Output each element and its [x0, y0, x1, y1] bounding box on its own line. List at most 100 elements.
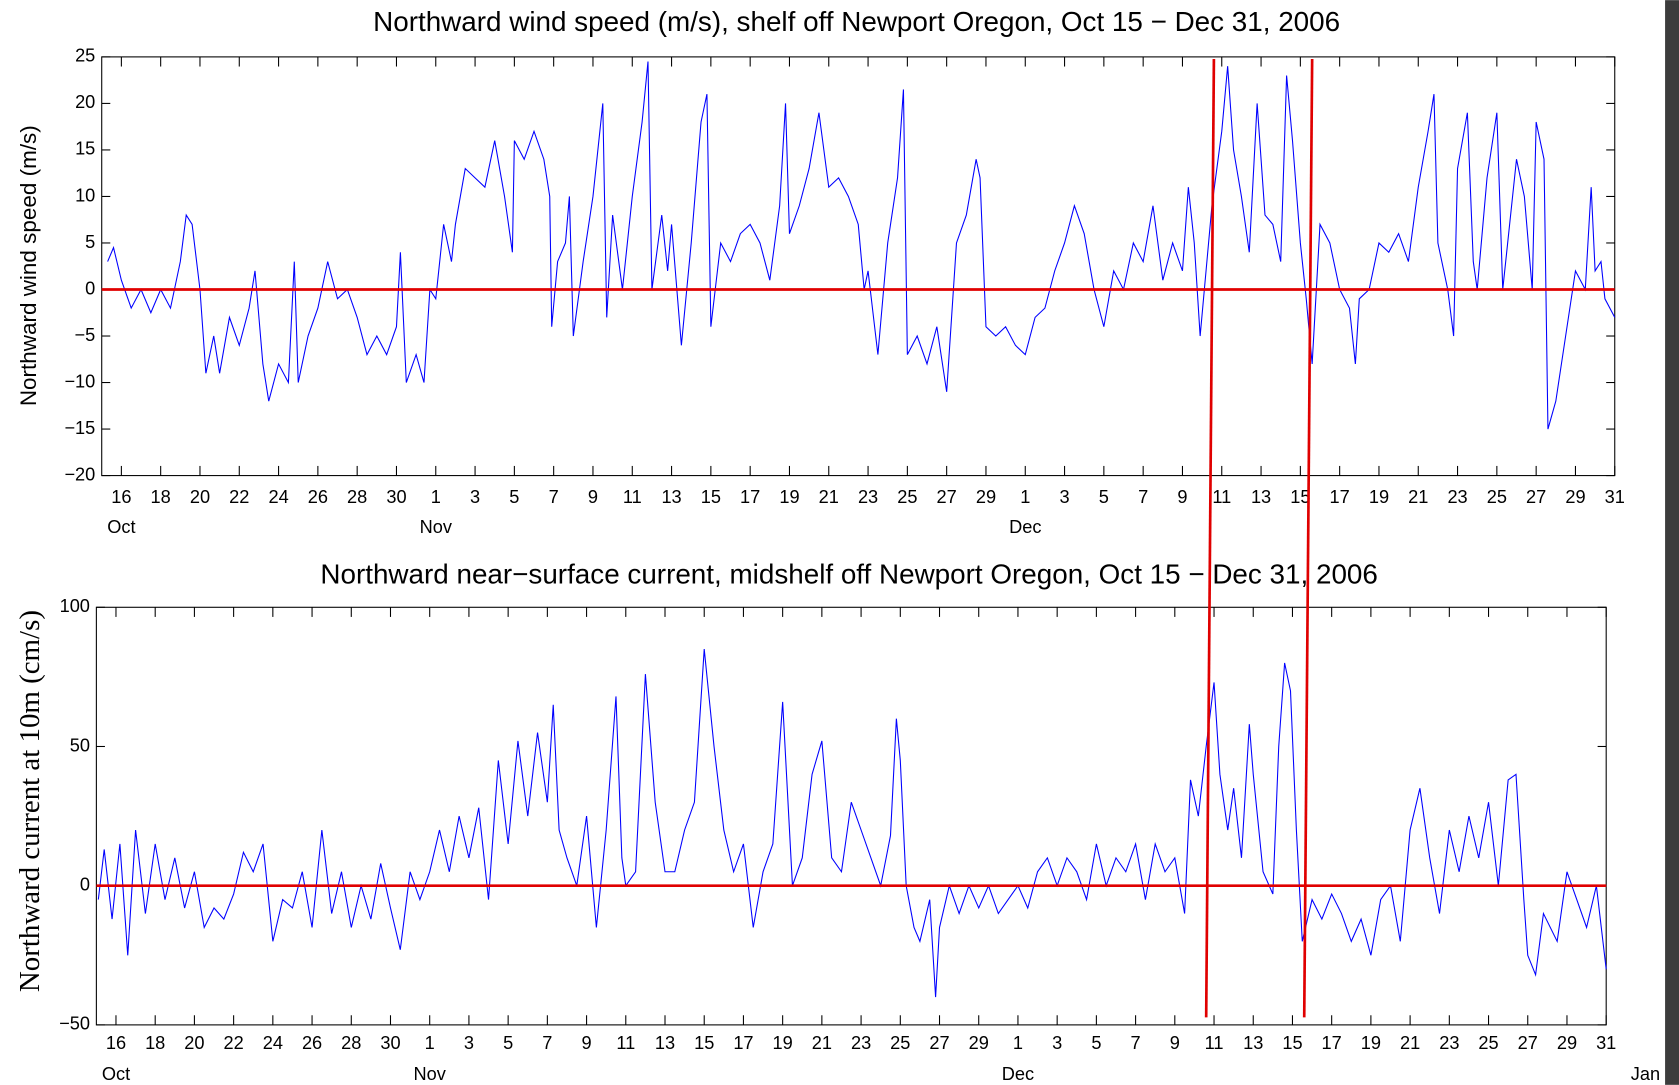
x-tick-label: 23	[1447, 487, 1467, 507]
x-tick-label: 13	[655, 1033, 675, 1053]
month-label: Oct	[107, 517, 135, 537]
x-tick-label: 21	[1408, 487, 1428, 507]
x-tick-label: 3	[464, 1033, 474, 1053]
x-tick-label: 25	[897, 487, 917, 507]
x-tick-label: 29	[976, 487, 996, 507]
y-tick-label: 25	[75, 46, 95, 66]
month-label: Jan	[1631, 1064, 1660, 1084]
y-tick-label: 10	[75, 185, 95, 205]
x-tick-label: 17	[1330, 487, 1350, 507]
reference-line	[1204, 59, 1216, 1018]
x-tick-label: 23	[858, 487, 878, 507]
x-tick-label: 25	[1478, 1033, 1498, 1053]
x-tick-label: 28	[347, 487, 367, 507]
x-tick-label: 27	[1526, 487, 1546, 507]
x-tick-label: 5	[1099, 487, 1109, 507]
x-tick-label: 13	[661, 487, 681, 507]
plot-frame	[95, 606, 1607, 1026]
x-tick-label: 7	[549, 487, 559, 507]
month-label: Nov	[414, 1064, 447, 1084]
x-tick-label: 17	[740, 487, 760, 507]
x-tick-label: 9	[1177, 487, 1187, 507]
x-tick-label: 24	[263, 1033, 283, 1053]
x-tick-label: 21	[819, 487, 839, 507]
y-tick-label: 15	[75, 139, 95, 159]
y-tick-label: −20	[64, 464, 95, 484]
x-tick-label: 11	[1205, 1033, 1224, 1053]
x-tick-label: 7	[1131, 1033, 1141, 1053]
x-tick-label: 15	[694, 1033, 714, 1053]
x-tick-label: 29	[1557, 1033, 1577, 1053]
x-tick-label: 1	[431, 487, 441, 507]
x-tick-label: 5	[509, 487, 519, 507]
window-edge	[1665, 0, 1679, 1085]
month-label: Dec	[1002, 1064, 1034, 1084]
x-tick-label: 30	[380, 1033, 400, 1053]
y-tick-label: 0	[80, 875, 90, 895]
x-tick-label: 26	[302, 1033, 322, 1053]
y-tick-label: −50	[59, 1014, 90, 1034]
x-tick-label: 28	[341, 1033, 361, 1053]
x-tick-label: 31	[1605, 487, 1625, 507]
x-tick-label: 19	[773, 1033, 793, 1053]
y-axis-label: Northward wind speed (m/s)	[16, 125, 41, 406]
x-tick-label: 23	[851, 1033, 871, 1053]
x-tick-label: 3	[1052, 1033, 1062, 1053]
x-tick-label: 29	[969, 1033, 989, 1053]
x-tick-label: 18	[145, 1033, 165, 1053]
x-tick-label: 7	[542, 1033, 552, 1053]
x-tick-label: 9	[1170, 1033, 1180, 1053]
y-axis-label: Northward current at 10m (cm/s)	[14, 610, 46, 992]
x-tick-label: 18	[151, 487, 171, 507]
x-tick-label: 24	[268, 487, 288, 507]
x-tick-label: 17	[1322, 1033, 1342, 1053]
x-tick-label: 20	[184, 1033, 204, 1053]
x-tick-label: 5	[1091, 1033, 1101, 1053]
x-tick-label: 20	[190, 487, 210, 507]
x-tick-label: 13	[1243, 1033, 1263, 1053]
x-tick-label: 16	[111, 487, 131, 507]
y-tick-label: 100	[60, 596, 90, 616]
y-tick-label: −15	[64, 418, 95, 438]
x-tick-label: 19	[1369, 487, 1389, 507]
x-tick-label: 17	[733, 1033, 753, 1053]
x-tick-label: 5	[503, 1033, 513, 1053]
x-tick-label: 19	[779, 487, 799, 507]
x-tick-label: 27	[937, 487, 957, 507]
x-tick-label: 13	[1251, 487, 1271, 507]
x-tick-label: 15	[1290, 487, 1310, 507]
data-line	[107, 61, 1616, 430]
y-tick-label: 20	[75, 92, 95, 112]
x-tick-label: 1	[425, 1033, 435, 1053]
x-tick-label: 25	[1487, 487, 1507, 507]
month-label: Nov	[420, 517, 453, 537]
x-tick-label: 3	[470, 487, 480, 507]
x-tick-label: 1	[1020, 487, 1030, 507]
x-tick-label: 21	[1400, 1033, 1420, 1053]
x-tick-label: 9	[582, 1033, 592, 1053]
x-tick-label: 11	[1212, 487, 1231, 507]
x-tick-label: 3	[1059, 487, 1069, 507]
chart-title: Northward wind speed (m/s), shelf off Ne…	[373, 6, 1340, 37]
y-tick-label: 5	[85, 232, 95, 252]
x-tick-label: 22	[229, 487, 249, 507]
y-tick-label: 50	[70, 735, 90, 755]
x-tick-label: 9	[588, 487, 598, 507]
chart-title: Northward near−surface current, midshelf…	[320, 559, 1378, 590]
x-tick-label: 27	[1518, 1033, 1538, 1053]
x-tick-label: 11	[616, 1033, 635, 1053]
x-tick-label: 21	[812, 1033, 832, 1053]
x-tick-label: 26	[308, 487, 328, 507]
x-tick-label: 25	[890, 1033, 910, 1053]
y-tick-label: 0	[85, 278, 95, 298]
x-tick-label: 7	[1138, 487, 1148, 507]
x-tick-label: 15	[701, 487, 721, 507]
x-tick-label: 22	[224, 1033, 244, 1053]
y-tick-label: −5	[75, 325, 96, 345]
month-label: Oct	[102, 1064, 130, 1084]
x-tick-label: 11	[623, 487, 642, 507]
y-tick-label: −10	[64, 371, 95, 391]
x-tick-label: 29	[1565, 487, 1585, 507]
